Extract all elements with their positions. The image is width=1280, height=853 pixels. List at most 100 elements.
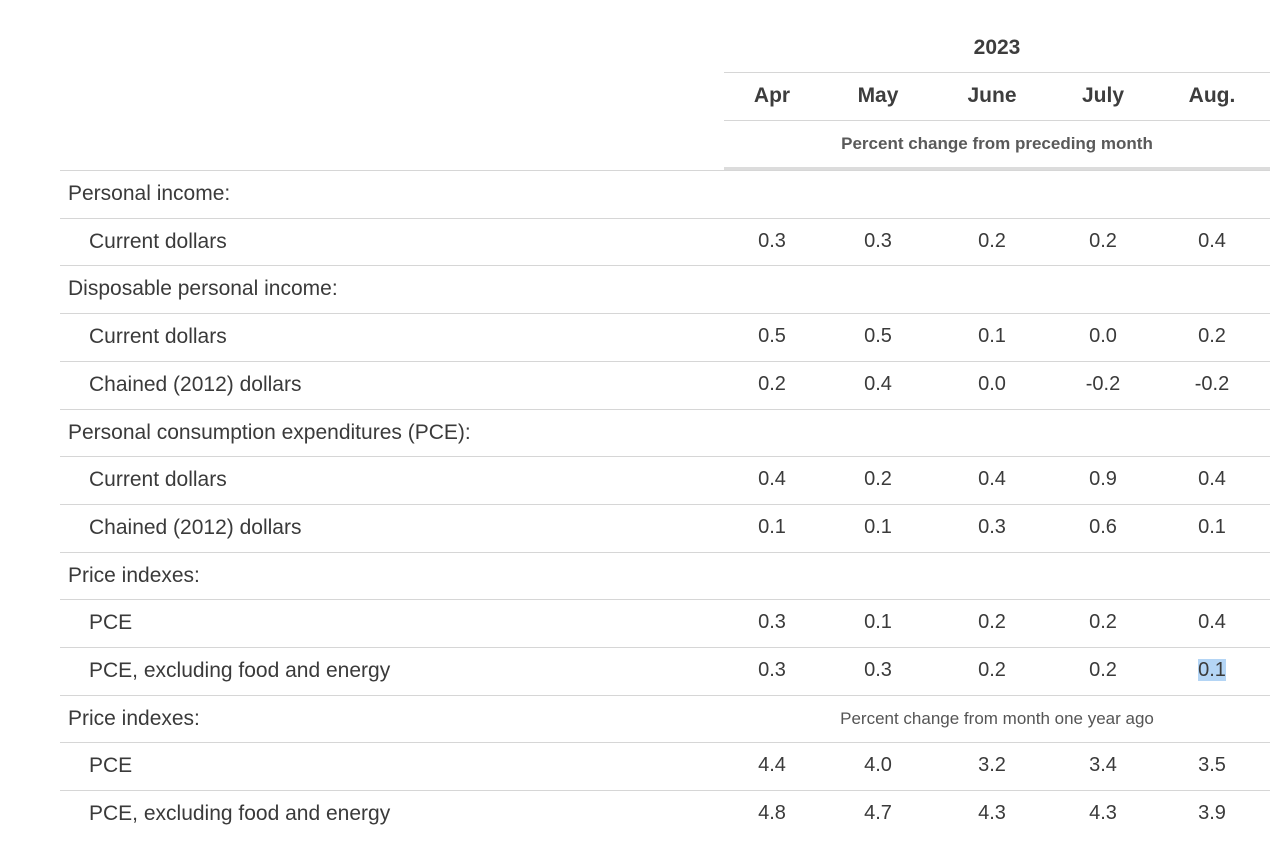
cell-value: 0.2 bbox=[978, 659, 1006, 681]
value-cell: 0.4 bbox=[722, 456, 822, 503]
row-divider bbox=[60, 647, 1270, 648]
cell-value: 0.4 bbox=[758, 468, 786, 491]
cell-value: 0.4 bbox=[978, 468, 1006, 491]
group-label: Personal income: bbox=[68, 182, 231, 205]
row-label: Chained (2012) dollars bbox=[89, 515, 302, 539]
value-cell: 0.5 bbox=[828, 313, 928, 360]
value-cell: 3.2 bbox=[942, 742, 1042, 789]
row-label: Current dollars bbox=[89, 325, 227, 349]
table-row: Current dollars 0.3 0.3 0.2 0.2 0.4 bbox=[60, 218, 1270, 265]
row-divider bbox=[60, 408, 1270, 410]
table-row: Current dollars 0.4 0.2 0.4 0.9 0.4 bbox=[60, 456, 1270, 503]
cell-value: 0.1 bbox=[864, 515, 892, 538]
cell-value: 0.2 bbox=[978, 611, 1006, 634]
row-divider bbox=[60, 360, 1270, 362]
cell-value: 0.4 bbox=[1198, 468, 1226, 491]
cell-value: 0.4 bbox=[1198, 611, 1226, 634]
year-divider bbox=[724, 72, 1270, 73]
value-cell: 3.4 bbox=[1053, 742, 1153, 789]
cell-value: 0.3 bbox=[758, 611, 786, 634]
group-label: Disposable personal income: bbox=[68, 277, 338, 301]
value-cell: 0.9 bbox=[1053, 456, 1153, 503]
cell-value: 0.6 bbox=[1089, 515, 1117, 538]
cell-value: 3.5 bbox=[1198, 754, 1226, 777]
value-cell: 0.4 bbox=[942, 456, 1042, 503]
cell-value: 0.1 bbox=[978, 325, 1006, 348]
value-cell: 0.3 bbox=[828, 647, 928, 694]
value-cell: 0.3 bbox=[722, 218, 822, 265]
table-row: PCE 0.3 0.1 0.2 0.2 0.4 bbox=[60, 599, 1270, 646]
cell-value: 0.2 bbox=[864, 468, 892, 491]
value-cell: 0.4 bbox=[1162, 456, 1262, 503]
table-group-row: Disposable personal income: bbox=[60, 265, 1270, 312]
row-divider bbox=[60, 503, 1270, 505]
table-group-row: Price indexes: Percent change from month … bbox=[60, 695, 1270, 742]
value-cell: 0.2 bbox=[942, 647, 1042, 694]
cell-value: 0.2 bbox=[1198, 325, 1226, 348]
row-divider bbox=[60, 790, 1270, 792]
cell-value: 0.1 bbox=[1198, 659, 1226, 681]
cell-value: 0.2 bbox=[978, 229, 1006, 252]
table-subheading: Percent change from preceding month bbox=[841, 134, 1153, 153]
cell-value: 0.1 bbox=[758, 515, 786, 538]
value-cell: 0.4 bbox=[1162, 218, 1262, 265]
cell-value: 0.1 bbox=[864, 611, 892, 634]
row-divider bbox=[60, 456, 1270, 458]
row-divider bbox=[60, 170, 1270, 171]
row-divider bbox=[60, 313, 1270, 315]
value-cell: -0.2 bbox=[1162, 361, 1262, 408]
value-cell: 0.2 bbox=[1053, 599, 1153, 646]
value-cell: 0.2 bbox=[942, 218, 1042, 265]
value-cell: 0.2 bbox=[722, 361, 822, 408]
value-cell: 0.2 bbox=[942, 599, 1042, 646]
row-label: PCE bbox=[89, 611, 133, 635]
value-cell: 0.1 bbox=[828, 504, 928, 551]
cell-value: 0.5 bbox=[758, 325, 786, 348]
value-cell: 0.0 bbox=[1053, 313, 1153, 360]
value-cell: 0.3 bbox=[722, 647, 822, 694]
cell-value: 3.9 bbox=[1198, 802, 1226, 825]
table-group-row: Price indexes: bbox=[60, 552, 1270, 599]
value-cell: 4.3 bbox=[1053, 790, 1153, 837]
cell-value: 4.7 bbox=[864, 802, 892, 825]
cell-value: -0.2 bbox=[1085, 372, 1121, 395]
value-cell: 0.6 bbox=[1053, 504, 1153, 551]
table-group-row: Personal income: bbox=[60, 170, 1270, 217]
selected-value-cell: 0.1 bbox=[1162, 647, 1262, 694]
cell-value: 0.3 bbox=[758, 659, 786, 681]
month-header: Aug. bbox=[1188, 84, 1236, 107]
value-cell: 0.3 bbox=[942, 504, 1042, 551]
value-cell: 0.2 bbox=[828, 456, 928, 503]
value-cell: 0.3 bbox=[828, 218, 928, 265]
month-header: Apr bbox=[753, 84, 791, 107]
cell-value: 0.1 bbox=[1198, 515, 1226, 538]
cell-value: 3.2 bbox=[978, 754, 1006, 777]
row-label: PCE bbox=[89, 754, 133, 778]
cell-value: 0.4 bbox=[1198, 229, 1226, 252]
row-divider bbox=[60, 265, 1270, 267]
value-cell: 0.4 bbox=[1162, 599, 1262, 646]
cell-value: 4.8 bbox=[758, 802, 786, 825]
value-cell: 4.7 bbox=[828, 790, 928, 837]
table-row: Chained (2012) dollars 0.2 0.4 0.0 -0.2 -0.2 bbox=[60, 361, 1270, 408]
table-group-row: Personal consumption expenditures (PCE): bbox=[60, 409, 1270, 456]
group-label: Price indexes: bbox=[68, 706, 200, 730]
value-cell: 0.3 bbox=[722, 599, 822, 646]
value-cell: 0.1 bbox=[722, 504, 822, 551]
section-note: Percent change from month one year ago bbox=[840, 708, 1154, 728]
group-label: Price indexes: bbox=[68, 563, 200, 587]
month-header: May bbox=[857, 84, 899, 107]
cell-value: 4.3 bbox=[978, 802, 1006, 825]
value-cell: 4.8 bbox=[722, 790, 822, 837]
value-cell: 0.5 bbox=[722, 313, 822, 360]
cell-value: 0.2 bbox=[1089, 229, 1117, 252]
row-label: Current dollars bbox=[89, 229, 227, 253]
cell-value: 3.4 bbox=[1089, 754, 1117, 777]
cell-value: 0.9 bbox=[1089, 468, 1117, 491]
header-bottom-rule bbox=[724, 167, 1270, 171]
table-row: Current dollars 0.5 0.5 0.1 0.0 0.2 bbox=[60, 313, 1270, 360]
value-cell: 0.0 bbox=[942, 361, 1042, 408]
value-cell: 0.2 bbox=[1053, 647, 1153, 694]
cell-value: 0.2 bbox=[1089, 611, 1117, 634]
row-divider bbox=[60, 599, 1270, 601]
